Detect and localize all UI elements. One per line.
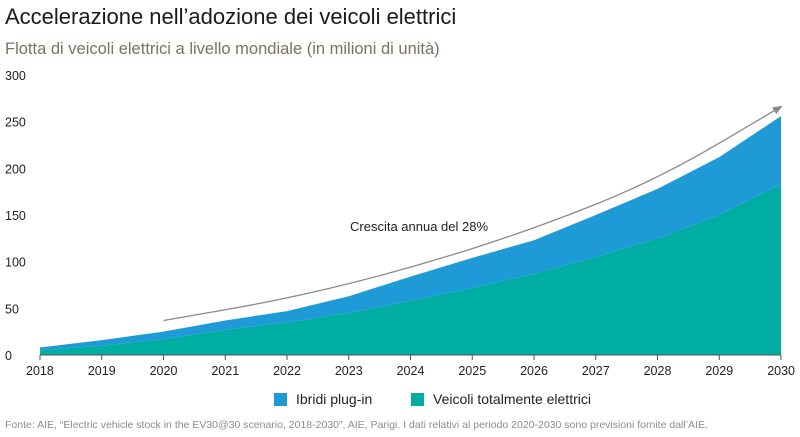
- x-tick-label: 2019: [88, 364, 116, 378]
- x-tick-label: 2022: [273, 364, 301, 378]
- legend-swatch-plugin-hybrid: [274, 392, 287, 406]
- legend-label-battery-electric: Veicoli totalmente elettrici: [433, 391, 591, 407]
- area-series-plugin-hybrid: [40, 116, 781, 351]
- x-tick-label: 2018: [26, 364, 54, 378]
- y-tick-label: 300: [5, 69, 26, 83]
- y-tick-label: 200: [5, 162, 26, 176]
- y-tick-label: 50: [5, 302, 19, 316]
- x-tick-label: 2029: [705, 364, 733, 378]
- legend-item-plugin-hybrid: Ibridi plug-in: [274, 391, 372, 407]
- chart-canvas: 0 50 100 150 200 250 300 2018 2019 2020 2021 2022 20…: [5, 69, 795, 378]
- x-tick-label: 2020: [150, 364, 178, 378]
- chart-title: Accelerazione nell’adozione dei veicoli …: [5, 4, 457, 29]
- chart-subtitle: Flotta di veicoli elettrici a livello mo…: [5, 40, 440, 58]
- x-tick-label: 2030: [767, 364, 795, 378]
- growth-annotation-label: Crescita annua del 28%: [350, 219, 488, 234]
- x-tick-label: 2024: [397, 364, 425, 378]
- y-tick-label: 150: [5, 209, 26, 223]
- legend-item-battery-electric: Veicoli totalmente elettrici: [411, 391, 591, 407]
- legend-swatch-battery-electric: [411, 392, 424, 406]
- x-tick-label: 2025: [458, 364, 486, 378]
- x-tick-label: 2028: [644, 364, 672, 378]
- x-tick-label: 2021: [211, 364, 239, 378]
- legend: Ibridi plug-in Veicoli totalmente elettr…: [0, 391, 800, 411]
- y-tick-label: 100: [5, 256, 26, 270]
- y-tick-label: 0: [5, 349, 12, 363]
- source-note: Fonte: AIE, “Electric vehicle stock in t…: [5, 419, 708, 431]
- growth-trend-arrow: [163, 105, 783, 322]
- x-tick-label: 2023: [335, 364, 363, 378]
- x-tick-label: 2027: [582, 364, 610, 378]
- y-tick-label: 250: [5, 116, 26, 130]
- area-series-battery-electric: [40, 184, 781, 355]
- x-tick-label: 2026: [520, 364, 548, 378]
- legend-label-plugin-hybrid: Ibridi plug-in: [296, 391, 373, 407]
